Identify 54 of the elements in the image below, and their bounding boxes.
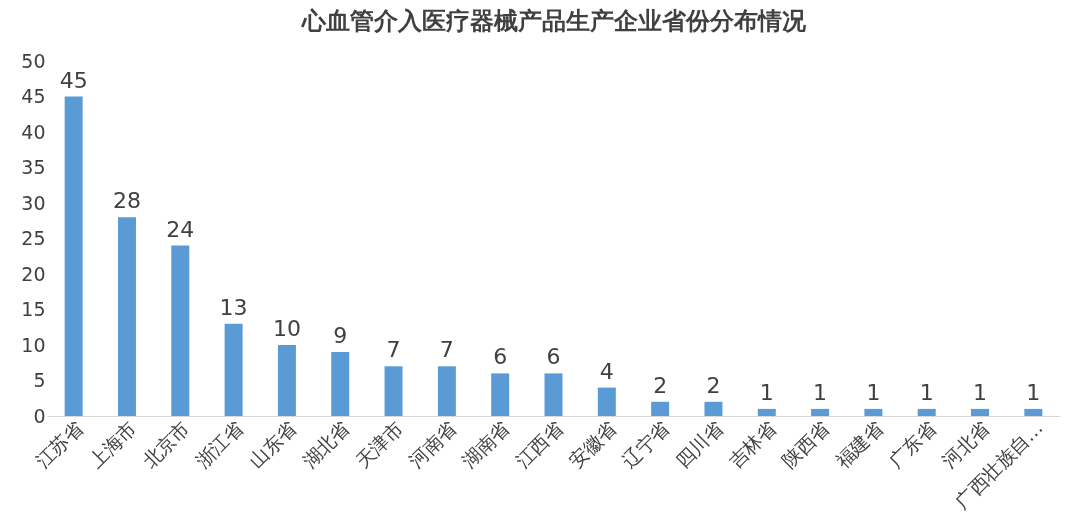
data-label: 10 [272,316,301,341]
y-tick-label: 50 [21,49,46,72]
bar [1024,408,1043,416]
data-label: 1 [919,379,934,405]
data-label: 2 [653,372,668,398]
y-tick-label: 30 [21,191,46,214]
bar [597,387,616,416]
data-label: 1 [759,379,774,405]
data-label: 1 [1026,379,1041,405]
chart-title: 心血管介入医疗器械产品生产企业省份分布情况 [300,7,807,35]
y-tick-label: 5 [33,369,46,391]
data-label: 6 [493,344,508,370]
bar [64,96,83,416]
bar [117,217,136,416]
bar [651,401,670,416]
data-label: 1 [973,379,988,405]
bar [757,408,776,416]
data-label: 1 [813,379,828,405]
bar [704,401,723,416]
bar [544,373,563,416]
x-tick-label: 江西省 [511,416,567,473]
y-tick-label: 45 [21,85,46,107]
data-label: 2 [706,372,721,398]
y-tick-label: 20 [21,262,46,285]
x-tick-label: 天津市 [351,416,407,473]
bar [331,352,350,416]
data-label: 28 [112,188,141,214]
bar [277,345,296,416]
y-tick-label: 40 [21,120,46,143]
bar [171,245,190,416]
data-label: 4 [599,358,614,384]
y-tick-label: 10 [21,333,46,356]
bar [971,408,990,416]
y-tick-label: 35 [21,156,46,178]
bar [917,408,936,416]
bar [224,323,243,416]
bar [491,373,510,416]
data-label: 7 [386,337,401,363]
y-tick-label: 15 [21,298,46,320]
data-label: 6 [546,344,561,370]
y-tick-label: 0 [33,404,46,427]
data-label: 45 [59,67,88,93]
bar [864,408,883,416]
bar [437,366,456,416]
data-label: 9 [333,323,348,349]
x-tick-label: 四川省 [671,416,727,473]
data-label: 24 [166,216,195,242]
bar [811,408,830,416]
x-tick-label: 广东省 [884,416,941,473]
bar [384,366,403,416]
data-label: 1 [866,379,881,405]
y-tick-label: 25 [21,227,46,249]
data-label: 13 [219,294,248,320]
data-label: 7 [439,337,454,363]
